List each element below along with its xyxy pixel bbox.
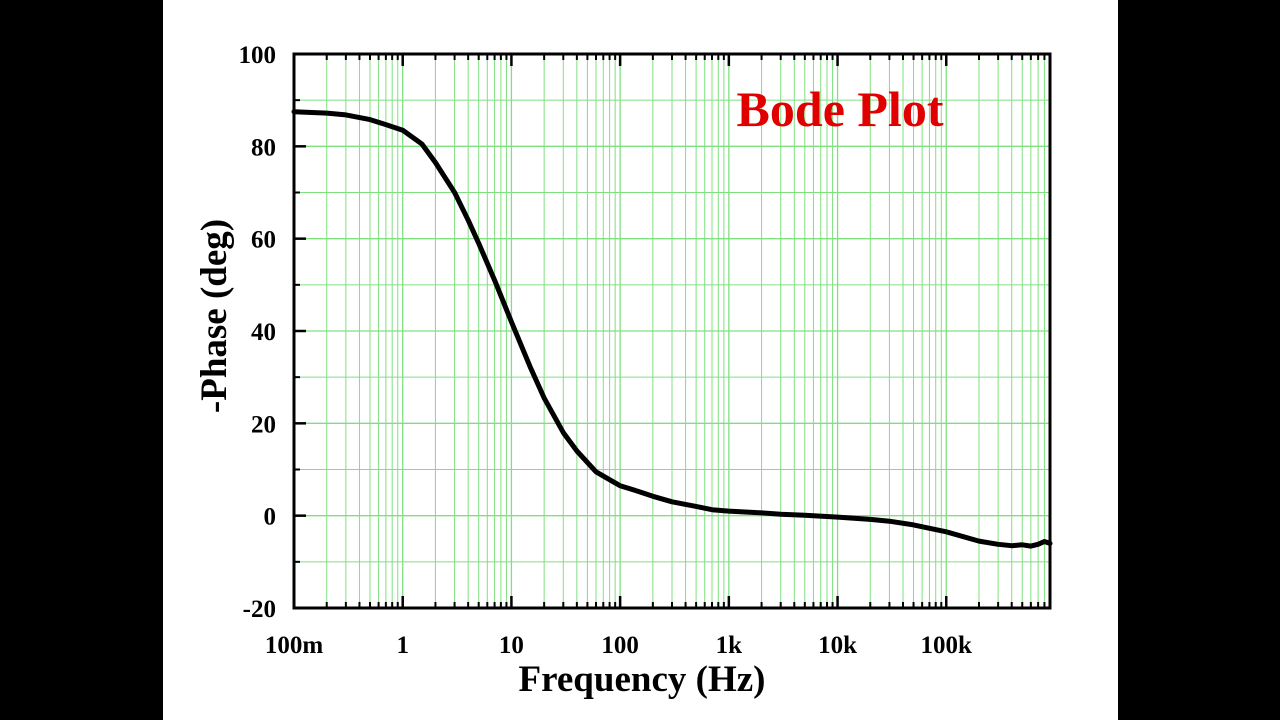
y-tick-label: 60 [251, 227, 276, 254]
x-tick-label: 10k [818, 632, 857, 659]
y-tick-label: -20 [243, 596, 276, 623]
x-tick-label: 1k [716, 632, 743, 659]
x-tick-label: 100m [265, 632, 324, 659]
y-tick-label: 100 [239, 42, 277, 69]
y-axis-title: -Phase (deg) [194, 219, 235, 413]
x-tick-label: 100 [601, 632, 639, 659]
axis-ticks [292, 52, 1046, 610]
y-tick-label: 20 [251, 411, 276, 438]
chart-title: Bode Plot [737, 81, 944, 137]
x-tick-label: 10 [499, 632, 524, 659]
x-axis-title: Frequency (Hz) [519, 659, 766, 700]
y-tick-label: 80 [251, 134, 276, 161]
white-panel [163, 0, 1118, 720]
x-tick-labels: 100m 1 10 100 1k 10k 100k [265, 632, 972, 659]
y-tick-label: 0 [264, 504, 277, 531]
data-layer [291, 109, 1053, 549]
phase-curve [291, 109, 1053, 549]
x-tick-label: 100k [921, 632, 973, 659]
y-tick-labels: -20 0 20 40 60 80 100 [239, 42, 277, 623]
y-tick-label: 40 [251, 319, 276, 346]
x-tick-label: 1 [396, 632, 409, 659]
